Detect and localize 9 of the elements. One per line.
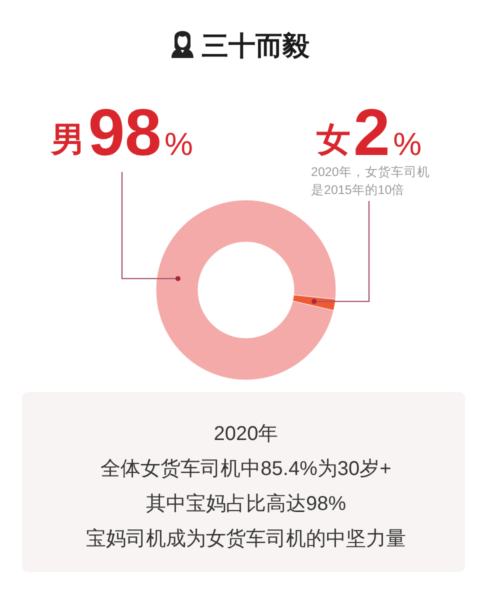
text: 其中宝妈占比高达98%: [146, 492, 346, 515]
slice-label: 女: [315, 121, 350, 159]
text: 宝妈司机成为女货车司机的中坚力量: [86, 528, 406, 550]
chart-title: 三十而毅: [202, 31, 310, 61]
donut-slice: [156, 200, 336, 380]
text: 2020年: [214, 423, 278, 445]
slice-label: 男: [50, 121, 86, 159]
text: 全体女货车司机中85.4%为30岁+: [100, 458, 392, 480]
data-label: 98%: [88, 95, 193, 169]
